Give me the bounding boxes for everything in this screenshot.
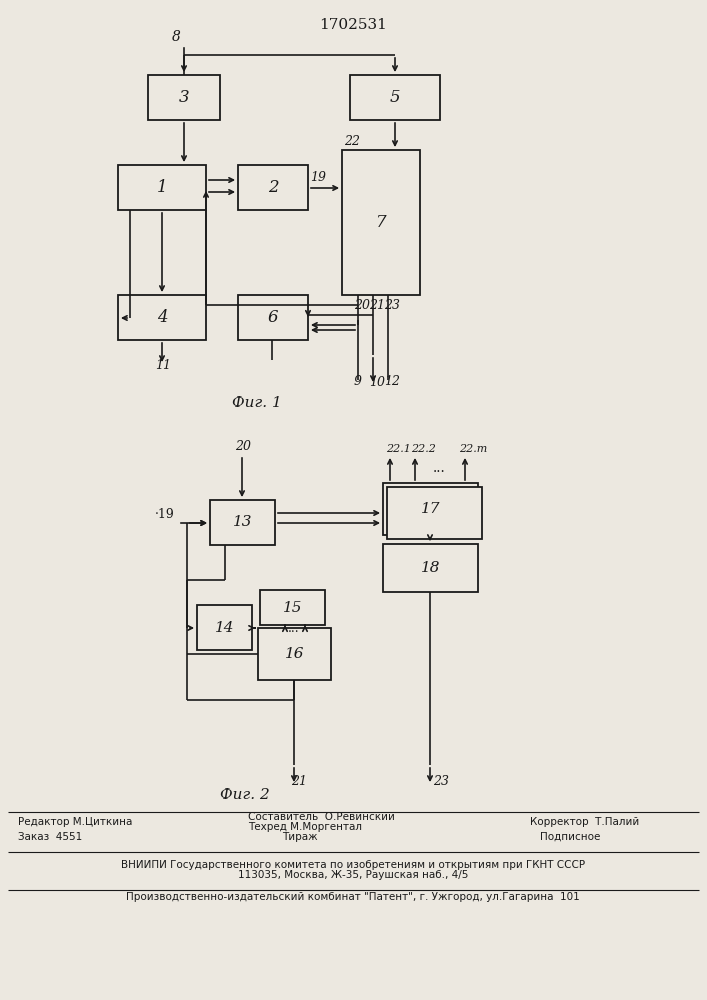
Bar bbox=[387, 487, 482, 539]
Bar bbox=[118, 295, 206, 340]
Bar bbox=[238, 165, 308, 210]
Text: Производственно-издательский комбинат "Патент", г. Ужгород, ул.Гагарина  101: Производственно-издательский комбинат "П… bbox=[126, 892, 580, 902]
Text: 21: 21 bbox=[369, 299, 385, 312]
Text: 1702531: 1702531 bbox=[319, 18, 387, 32]
Text: 12: 12 bbox=[384, 375, 400, 388]
Text: ...: ... bbox=[433, 461, 445, 475]
Text: 11: 11 bbox=[155, 359, 171, 372]
Text: 5: 5 bbox=[390, 89, 400, 106]
Text: Заказ  4551: Заказ 4551 bbox=[18, 832, 82, 842]
Text: 6: 6 bbox=[268, 309, 279, 326]
Text: 15: 15 bbox=[283, 600, 303, 614]
Text: Редактор М.Циткина: Редактор М.Циткина bbox=[18, 817, 132, 827]
Bar bbox=[383, 483, 478, 535]
Text: 18: 18 bbox=[421, 561, 440, 575]
Text: 19: 19 bbox=[310, 171, 326, 184]
Text: 3: 3 bbox=[179, 89, 189, 106]
Text: 10: 10 bbox=[369, 376, 385, 389]
Text: 8: 8 bbox=[172, 30, 181, 44]
Bar bbox=[342, 150, 420, 295]
Text: 17: 17 bbox=[421, 502, 440, 516]
Bar bbox=[260, 590, 325, 625]
Text: 7: 7 bbox=[375, 214, 386, 231]
Text: 16: 16 bbox=[285, 647, 304, 661]
Bar bbox=[350, 75, 440, 120]
Text: 1: 1 bbox=[157, 179, 168, 196]
Text: Корректор  Т.Палий: Корректор Т.Палий bbox=[530, 817, 639, 827]
Text: Составитель  О.Ревинский: Составитель О.Ревинский bbox=[248, 812, 395, 822]
Bar bbox=[118, 165, 206, 210]
Text: 9: 9 bbox=[354, 375, 362, 388]
Text: Техред М.Моргентал: Техред М.Моргентал bbox=[248, 822, 362, 832]
Text: 113035, Москва, Ж-35, Раушская наб., 4/5: 113035, Москва, Ж-35, Раушская наб., 4/5 bbox=[238, 870, 468, 880]
Text: 23: 23 bbox=[433, 775, 449, 788]
Bar bbox=[383, 544, 478, 592]
Text: 22.1: 22.1 bbox=[386, 444, 411, 454]
Bar bbox=[148, 75, 220, 120]
Text: 13: 13 bbox=[233, 516, 252, 530]
Text: Тираж: Тираж bbox=[282, 832, 318, 842]
Text: Фиг. 1: Фиг. 1 bbox=[232, 396, 282, 410]
Text: 22.2: 22.2 bbox=[411, 444, 436, 454]
Bar bbox=[197, 605, 252, 650]
Text: 22: 22 bbox=[344, 135, 360, 148]
Text: 21: 21 bbox=[291, 775, 307, 788]
Text: ...: ... bbox=[288, 622, 300, 635]
Text: 2: 2 bbox=[268, 179, 279, 196]
Bar bbox=[238, 295, 308, 340]
Text: 23: 23 bbox=[384, 299, 400, 312]
Text: ·19: ·19 bbox=[155, 508, 175, 521]
Text: 20: 20 bbox=[354, 299, 370, 312]
Text: 20: 20 bbox=[235, 440, 251, 453]
Text: 22.m: 22.m bbox=[459, 444, 487, 454]
Bar bbox=[258, 628, 331, 680]
Bar bbox=[210, 500, 275, 545]
Text: ВНИИПИ Государственного комитета по изобретениям и открытиям при ГКНТ СССР: ВНИИПИ Государственного комитета по изоб… bbox=[121, 860, 585, 870]
Text: Фиг. 2: Фиг. 2 bbox=[220, 788, 270, 802]
Text: Подписное: Подписное bbox=[540, 832, 600, 842]
Text: 4: 4 bbox=[157, 309, 168, 326]
Text: 14: 14 bbox=[215, 620, 234, 635]
